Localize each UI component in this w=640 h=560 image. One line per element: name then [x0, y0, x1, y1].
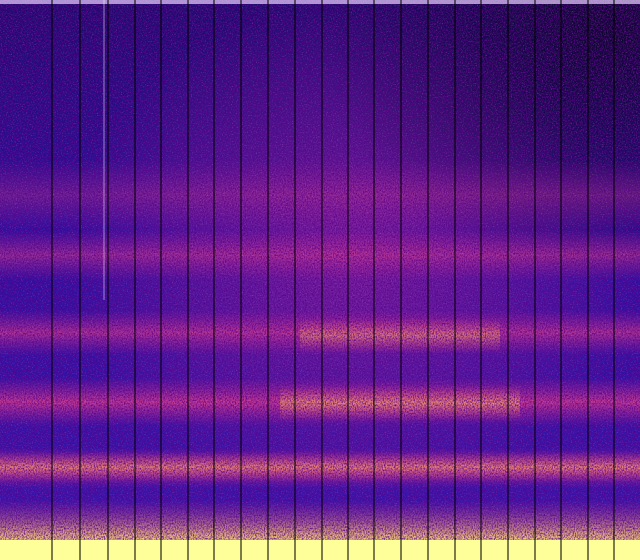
noise-bright — [0, 0, 640, 540]
column-lines — [51, 0, 615, 560]
top-edge — [0, 0, 640, 4]
bottom-strip — [0, 540, 640, 560]
